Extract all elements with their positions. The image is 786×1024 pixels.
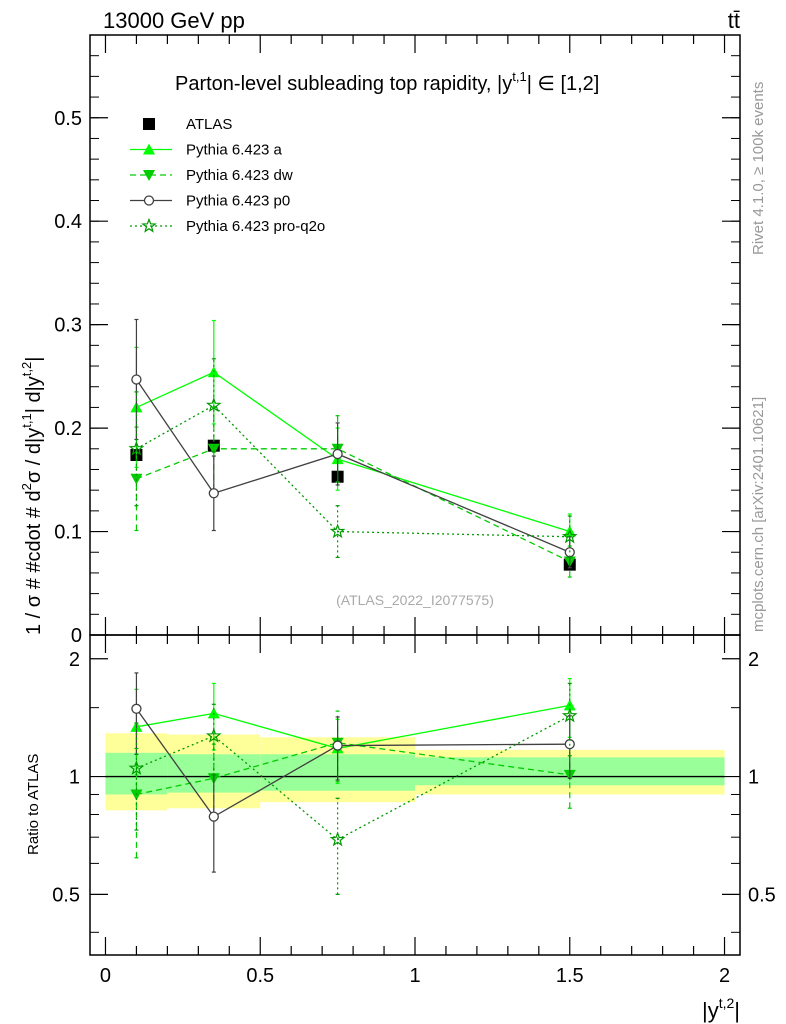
legend-marker-dw — [143, 170, 155, 181]
main-title-text: Parton-level subleading top rapidity, |y — [175, 73, 512, 95]
main-ytick-label: 0 — [71, 625, 82, 647]
main-line-pro — [136, 404, 570, 538]
main-series-p0 — [131, 318, 575, 569]
main-panel: 0 0.1 0.2 0.3 0.4 0.5 Parton-level subleading… — [19, 34, 741, 647]
legend-marker-data — [143, 118, 155, 130]
main-point-dw — [207, 443, 220, 455]
main-line-p0 — [135, 379, 571, 553]
ratio-ytick-label-right: 2 — [748, 649, 759, 671]
legend-label-data: ATLAS — [186, 116, 232, 133]
ratio-ytick-label-right: 1 — [748, 767, 759, 789]
ratio-ytick-label-left: 1 — [69, 767, 80, 789]
ratio-point-pro — [561, 707, 578, 723]
x-axis-label: |yt,2| — [702, 995, 740, 1023]
main-point-pro — [205, 397, 222, 413]
main-title: Parton-level subleading top rapidity, |y… — [175, 69, 599, 95]
legend-label-a: Pythia 6.423 a — [186, 142, 283, 159]
ratio-point-pro — [329, 831, 346, 847]
main-ytick-label: 0.3 — [54, 315, 82, 337]
y-label-sup3: t,2 — [19, 362, 34, 376]
ratio-xtick-label: 0 — [100, 965, 111, 987]
header-energy-label: 13000 GeV pp — [103, 8, 245, 33]
ratio-series-pro — [128, 682, 578, 895]
legend-label-p0: Pythia 6.423 p0 — [186, 193, 290, 210]
main-ytick-label: 0.2 — [54, 418, 82, 440]
ratio-ytick-label-right: 0.5 — [748, 884, 776, 906]
ratio-point-pro — [128, 760, 145, 775]
ratio-ytick-label-left: 2 — [69, 649, 80, 671]
ratio-ytick-label-left: 0.5 — [52, 884, 80, 906]
y-label-part3: | d|y — [23, 376, 45, 413]
ratio-line-pro — [136, 715, 571, 841]
ratio-point-p0 — [332, 740, 343, 751]
legend-label-dw: Pythia 6.423 dw — [186, 167, 293, 184]
legend-marker-pro — [141, 217, 157, 233]
y-label-part2: σ / d|y — [23, 428, 45, 483]
main-point-p0 — [332, 448, 343, 460]
y-label-part4: | — [23, 357, 45, 362]
main-line-a — [136, 371, 570, 533]
main-point-p0 — [208, 488, 219, 499]
rivet-version-label: Rivet 4.1.0, ≥ 100k events — [750, 82, 767, 255]
header-process-label: tt̄ — [728, 8, 740, 33]
ratio-line-a — [136, 704, 570, 750]
y-label-part1: 1 / σ # #cdot # d — [23, 490, 45, 635]
main-ytick-label: 0.5 — [54, 108, 82, 130]
ratio-line-dw — [136, 742, 570, 796]
main-y-axis-label: 1 / σ # #cdot # d2σ / d|yt,1| d|yt,2| — [19, 357, 45, 635]
main-line-dw — [136, 448, 571, 563]
ratio-xtick-label: 2 — [719, 965, 730, 987]
ratio-point-p0 — [208, 811, 219, 822]
main-point-pro — [128, 440, 145, 456]
x-label-text: |y — [702, 998, 719, 1023]
ratio-panel: 0.5 0.5 1 1 2 2 0 0.5 1 1.5 2 Ratio to ATLAS |yt,2… — [25, 634, 776, 1023]
main-series-pro — [128, 358, 578, 559]
main-ytick-label: 0.4 — [54, 211, 82, 233]
main-point-pro — [561, 528, 578, 544]
legend-label-pro: Pythia 6.423 pro-q2o — [186, 218, 325, 235]
main-series-dw — [130, 406, 576, 578]
main-ytick-label: 0.1 — [54, 522, 82, 544]
ratio-xtick-label: 0.5 — [246, 965, 274, 987]
main-point-pro — [329, 523, 346, 539]
mcplots-source-label: mcplots.cern.ch [arXiv:2401.10621] — [750, 397, 767, 632]
main-series-data — [130, 439, 576, 571]
main-series-a — [130, 319, 576, 550]
ratio-line-p0 — [135, 708, 570, 818]
y-label-sup1: 2 — [19, 483, 34, 490]
main-title-tail: | ∈ [1,2] — [527, 73, 600, 95]
legend-marker-p0 — [143, 195, 155, 206]
ratio-point-pro — [205, 727, 222, 743]
ratio-y-axis-label: Ratio to ATLAS — [25, 754, 42, 855]
y-label-sup2: t,1 — [19, 413, 34, 427]
main-point-p0 — [131, 374, 142, 385]
legend: ATLAS Pythia 6.423 a Pythia 6.423 dw Pythia… — [130, 116, 325, 235]
main-title-superscript: t,1 — [512, 69, 526, 84]
x-label-superscript: t,2 — [719, 995, 735, 1011]
ratio-xtick-label: 1 — [409, 965, 420, 987]
ratio-xtick-label: 1.5 — [556, 965, 584, 987]
ratio-point-p0 — [131, 703, 142, 714]
main-watermark: (ATLAS_2022_I2077575) — [336, 592, 494, 608]
legend-marker-a — [143, 143, 155, 155]
x-label-tail: | — [734, 998, 740, 1023]
